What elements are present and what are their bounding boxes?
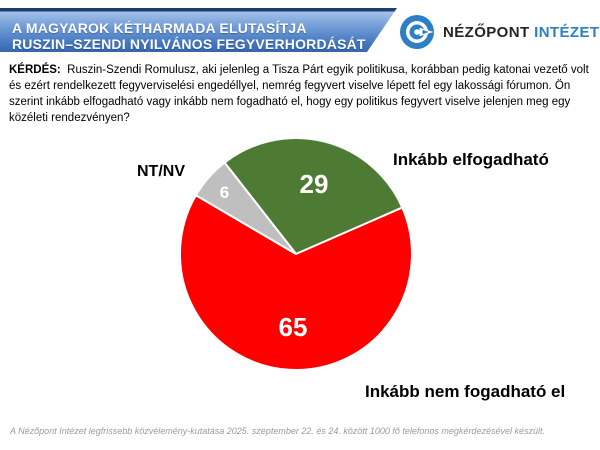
brand-name-secondary: INTÉZET [534,23,600,41]
value-ntnv: 6 [220,183,229,202]
label-ntnv: NT/NV [137,163,185,180]
pie-chart: 29 65 6 [178,137,413,371]
label-acceptable: Inkább elfogadható [393,150,549,169]
survey-question: KÉRDÉS: Ruszin-Szendi Romulusz, aki jele… [9,62,595,126]
headline-line1: A MAGYAROK KÉTHARMADA ELUTASÍTJA [12,20,307,36]
headline-line2: RUSZIN–SZENDI NYILVÁNOS FEGYVERHORDÁSÁT [12,36,366,52]
value-not-acceptable: 65 [279,312,308,342]
nezopont-aperture-icon [400,15,434,49]
source-note: A Nézőpont Intézet legfrissebb közvélemé… [10,426,545,436]
question-text: Ruszin-Szendi Romulusz, aki jelenleg a T… [9,64,589,124]
pie-slice-not-acceptable [178,194,413,371]
value-acceptable: 29 [300,169,329,199]
label-not-acceptable: Inkább nem fogadható el [365,382,566,401]
brand-name: NÉZŐPONT INTÉZET [443,24,599,41]
brand-logo: NÉZŐPONT INTÉZET [399,14,599,50]
pie-slice-ntnv [194,161,297,255]
question-label: KÉRDÉS: [9,64,61,76]
brand-name-primary: NÉZŐPONT [443,23,530,41]
headline-banner: A MAGYAROK KÉTHARMADA ELUTASÍTJA RUSZIN–… [0,8,397,52]
pie-slice-acceptable [223,137,404,255]
